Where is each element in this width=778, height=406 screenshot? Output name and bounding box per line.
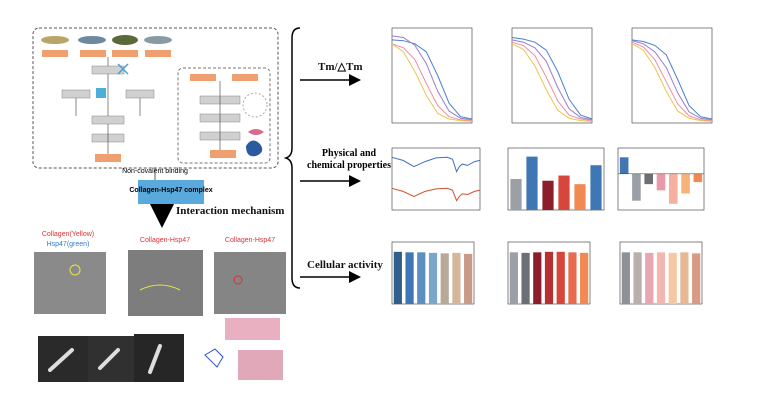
bar <box>556 251 565 304</box>
gel-icon <box>96 88 106 98</box>
bar <box>692 253 701 304</box>
bar <box>417 252 426 304</box>
plot-frame <box>631 27 713 124</box>
arrow-label: Tm/△Tm <box>318 61 363 73</box>
bar <box>580 252 589 304</box>
bar <box>656 173 666 191</box>
bar <box>544 251 554 304</box>
bar <box>440 253 449 304</box>
curve <box>631 40 713 121</box>
curve <box>391 43 473 122</box>
bar <box>668 252 677 304</box>
curve <box>391 187 481 202</box>
bar <box>619 157 629 174</box>
tem-label: Collagen-Hsp47 <box>140 237 190 244</box>
brace <box>283 27 301 289</box>
bar <box>621 252 630 304</box>
curve <box>511 43 593 122</box>
curve <box>391 39 473 120</box>
plot-frame <box>511 27 593 124</box>
scissors-icon <box>117 63 129 75</box>
mechanism-label: Interaction mechanism <box>176 205 284 217</box>
bar <box>542 180 554 210</box>
complex-box <box>138 180 204 204</box>
plasmid-icon <box>242 92 268 118</box>
curve <box>511 37 593 120</box>
tem-image <box>128 250 203 316</box>
fish-row <box>41 35 172 45</box>
protein-icon <box>246 140 263 157</box>
bar <box>574 184 586 210</box>
bar <box>533 252 542 304</box>
bar <box>632 173 641 201</box>
plot-frame <box>507 147 605 211</box>
arrow-label: Physical and chemical properties <box>307 148 391 171</box>
tem-label: Collagen(Yellow) <box>42 231 94 238</box>
bar <box>656 252 666 304</box>
bar <box>452 252 461 304</box>
curve <box>391 156 481 173</box>
bar <box>464 253 473 304</box>
plot-frame <box>391 27 473 124</box>
plot-frame <box>617 147 705 211</box>
bar <box>510 179 522 210</box>
bar <box>644 173 654 185</box>
bar <box>693 173 703 183</box>
tem-marker <box>233 275 243 285</box>
curve <box>511 39 593 121</box>
flow-subbox <box>177 67 271 164</box>
bar <box>590 165 602 210</box>
bar <box>393 251 402 304</box>
tem-marker <box>69 264 81 276</box>
curve <box>631 43 713 122</box>
curve <box>511 41 593 122</box>
tem-label: Collagen-Hsp47 <box>225 237 275 244</box>
tem-image <box>34 252 106 314</box>
bar <box>521 252 530 304</box>
flow-connectors <box>75 57 221 154</box>
tem-label: Hsp47(green) <box>47 241 90 248</box>
curve <box>391 35 473 121</box>
bar <box>428 252 438 304</box>
curve <box>631 39 713 120</box>
tem-image <box>214 252 286 314</box>
bar <box>405 252 414 304</box>
bar <box>680 252 689 304</box>
cell-icon <box>248 129 264 135</box>
em-particles <box>48 344 162 374</box>
em-image <box>134 334 184 382</box>
bar <box>526 156 538 210</box>
bar <box>681 173 690 194</box>
bar <box>568 252 577 304</box>
complex-label: Collagen-Hsp47 complex <box>129 187 212 194</box>
arrow-label-box: Physical and chemical properties <box>307 148 391 171</box>
curve <box>391 43 473 122</box>
flow-nodes <box>42 50 258 162</box>
bar <box>633 252 642 304</box>
bar <box>558 175 570 210</box>
curve <box>631 41 713 122</box>
arrow-label: Cellular activity <box>307 259 383 271</box>
bar <box>509 252 518 304</box>
bar <box>645 252 654 304</box>
plot-frame <box>391 147 481 211</box>
bar <box>668 173 678 204</box>
tem-marker <box>139 284 181 291</box>
molecular-structure <box>204 318 283 380</box>
